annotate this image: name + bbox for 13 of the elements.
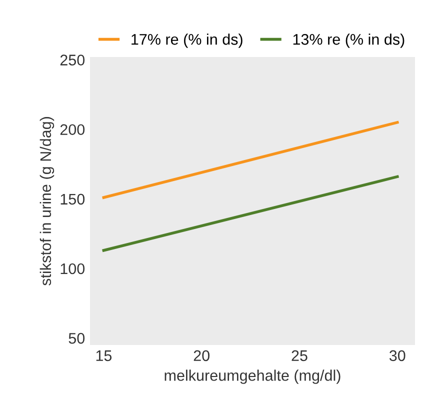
- x-axis-title: melkureumgehalte (mg/dl): [164, 370, 340, 384]
- legend-label: 13% re (% in ds): [293, 34, 404, 48]
- x-tick-label: 20: [194, 350, 210, 362]
- x-tick-label: 25: [292, 350, 308, 362]
- y-tick-label: 200: [60, 124, 85, 136]
- x-tick-label: 30: [389, 350, 406, 362]
- y-axis-title: stikstof in urine (g N/dag): [40, 117, 54, 286]
- y-tick-label: 250: [60, 54, 85, 66]
- y-tick-label: 50: [68, 332, 85, 344]
- y-tick-label: 150: [60, 194, 85, 205]
- y-tick-label: 100: [60, 263, 85, 274]
- legend-label: 17% re (% in ds): [132, 34, 242, 48]
- x-tick-label: 15: [96, 350, 112, 362]
